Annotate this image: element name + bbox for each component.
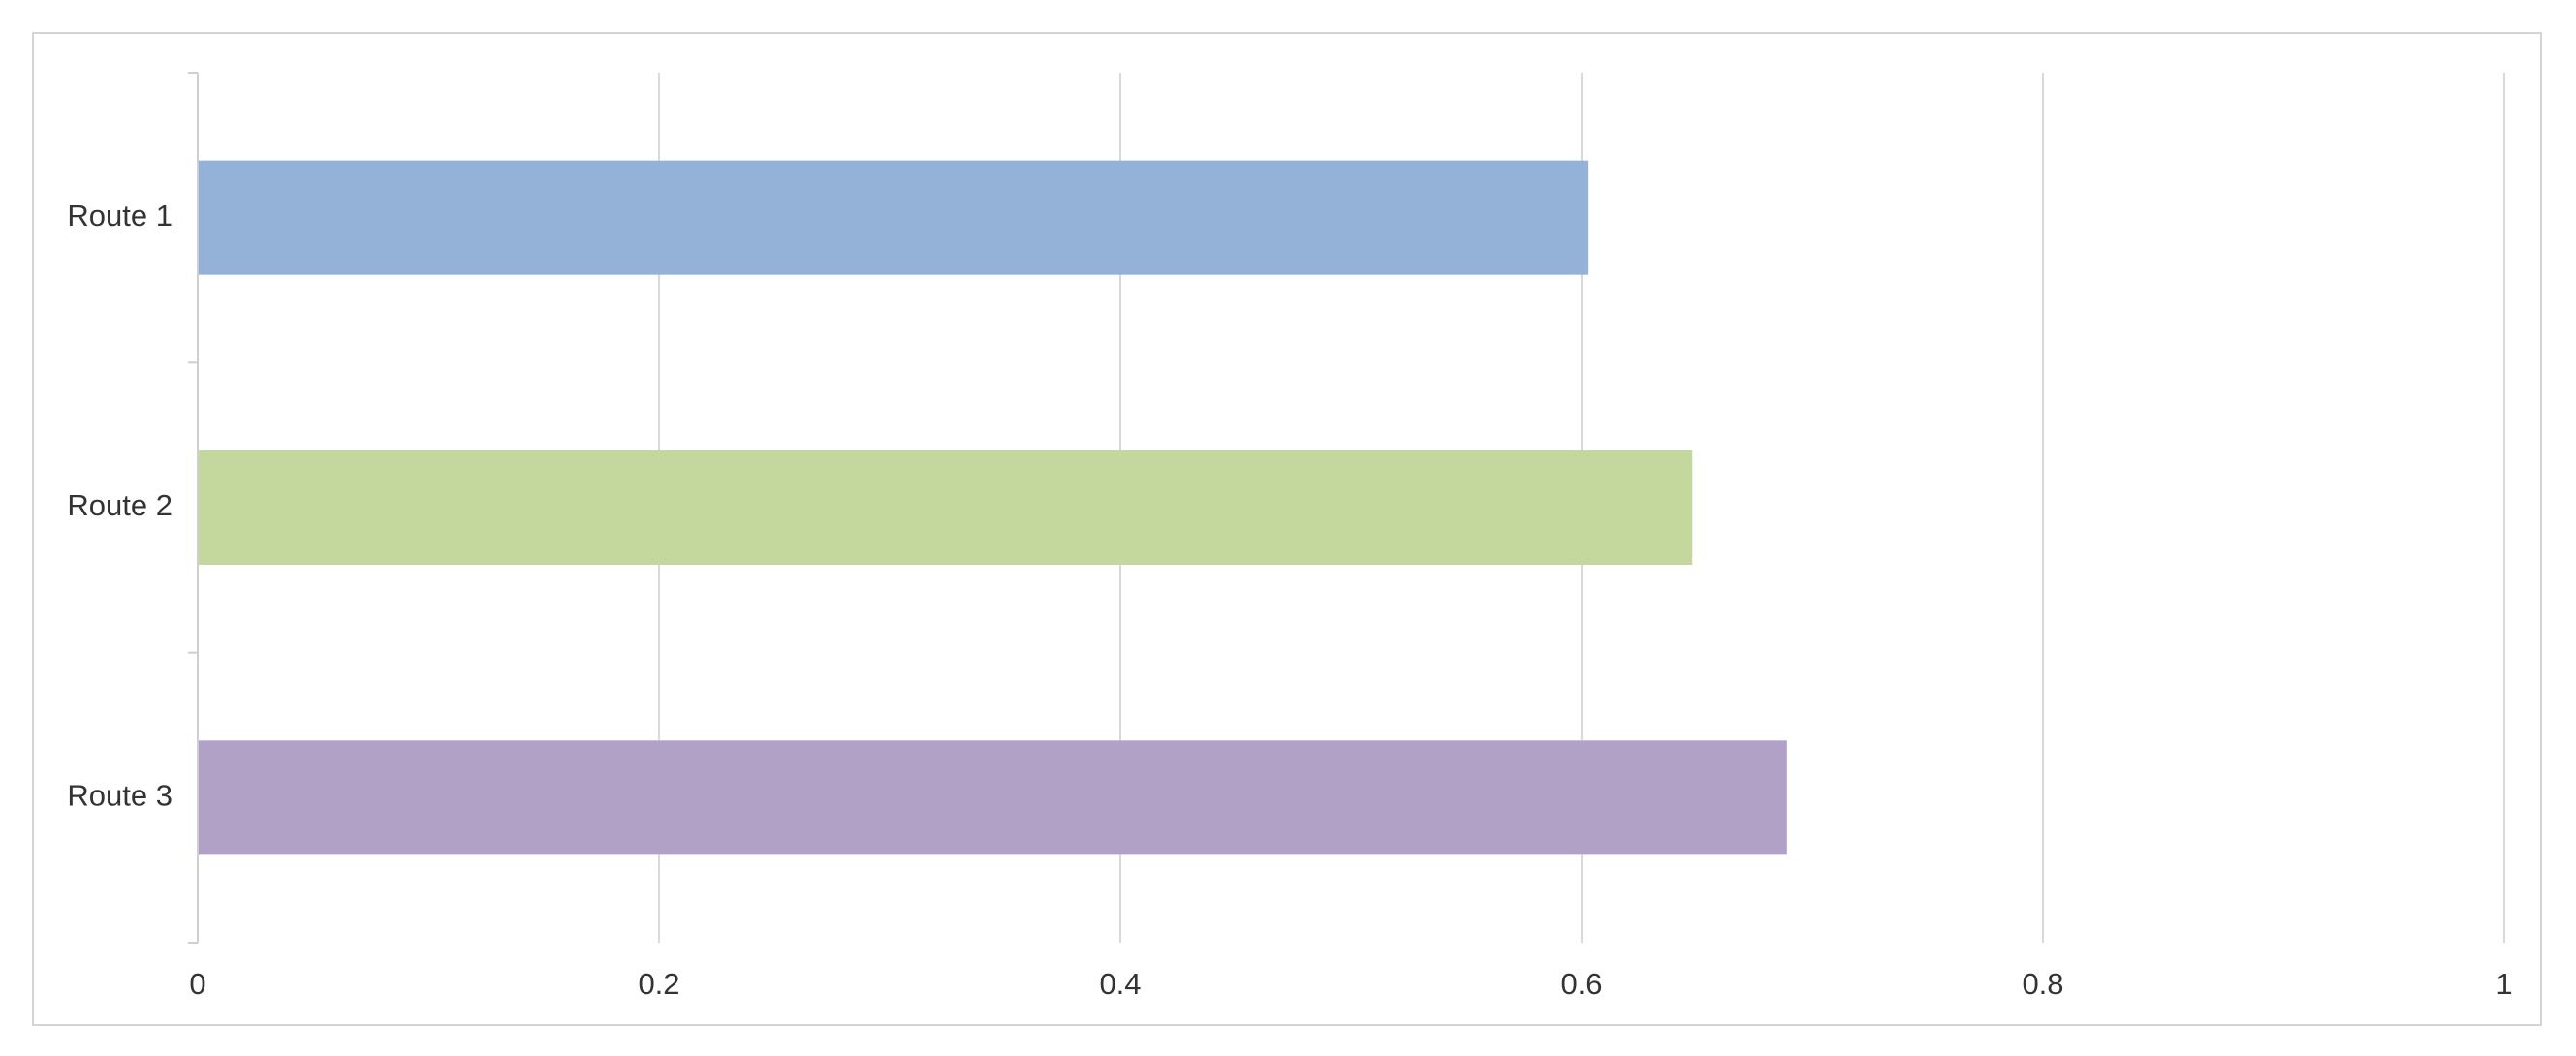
x-tick-label-3: 0.6	[1560, 967, 1602, 1001]
bar-route-3	[198, 740, 1787, 855]
x-tick-label-1: 0.2	[638, 967, 679, 1001]
x-tick-label-2: 0.4	[1099, 967, 1141, 1001]
axes	[188, 72, 199, 944]
x-tick-label-4: 0.8	[2022, 967, 2063, 1001]
bar-route-2	[198, 450, 1693, 565]
y-tick-label-2: Route 2	[67, 488, 173, 522]
x-tick-label-5: 1	[2496, 967, 2512, 1001]
x-tick-label-0: 0	[189, 967, 205, 1001]
y-tick-label-1: Route 1	[67, 199, 173, 233]
y-tick-label-3: Route 3	[67, 779, 173, 813]
bar-route-1	[198, 160, 1589, 275]
tick-labels: Route 1 Route 2 Route 3 0 0.2 0.4 0.6 0.8 1	[67, 199, 2512, 1001]
bars	[198, 160, 1787, 855]
